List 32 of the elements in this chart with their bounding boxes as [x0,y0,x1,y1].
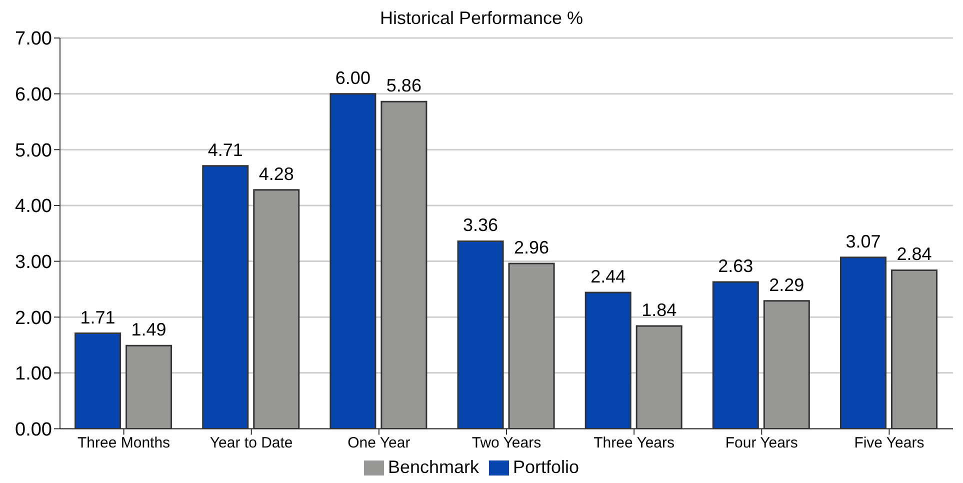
x-tick-label: Four Years [725,434,798,452]
data-label: 1.71 [80,307,116,328]
legend-label: Benchmark [388,456,479,477]
data-label: 1.84 [642,300,677,320]
data-label: 3.36 [463,215,498,236]
data-label: 4.71 [208,140,243,160]
y-tick-label: 3.00 [15,252,52,274]
y-tick-label: 6.00 [15,84,52,106]
y-tick-label: 1.00 [15,364,52,385]
y-tick-label: 4.00 [15,196,52,218]
data-label: 2.63 [718,256,754,276]
x-tick-label: Three Months [78,434,170,452]
x-tick-label: Two Years [472,434,542,452]
data-label: 2.29 [769,274,804,295]
data-label: 2.44 [590,266,626,287]
data-label: 2.84 [896,244,932,264]
y-tick-label: 5.00 [15,140,52,162]
x-tick-label: Three Years [594,434,675,452]
data-label: 6.00 [335,68,370,88]
y-tick-label: 2.00 [15,308,52,329]
y-tick-label: 7.00 [15,28,52,50]
x-tick-label: Year to Date [210,434,293,452]
data-label: 1.49 [131,320,166,340]
y-tick-label: 0.00 [15,419,52,440]
data-label: 4.28 [258,164,294,184]
data-label: 3.07 [846,231,881,252]
legend-label: Portfolio [513,456,580,477]
x-tick-label: Five Years [854,434,924,452]
x-tick-label: One Year [348,434,410,452]
data-label: 5.86 [386,76,422,96]
chart-title: Historical Performance % [378,8,584,29]
data-label: 2.96 [514,238,550,258]
